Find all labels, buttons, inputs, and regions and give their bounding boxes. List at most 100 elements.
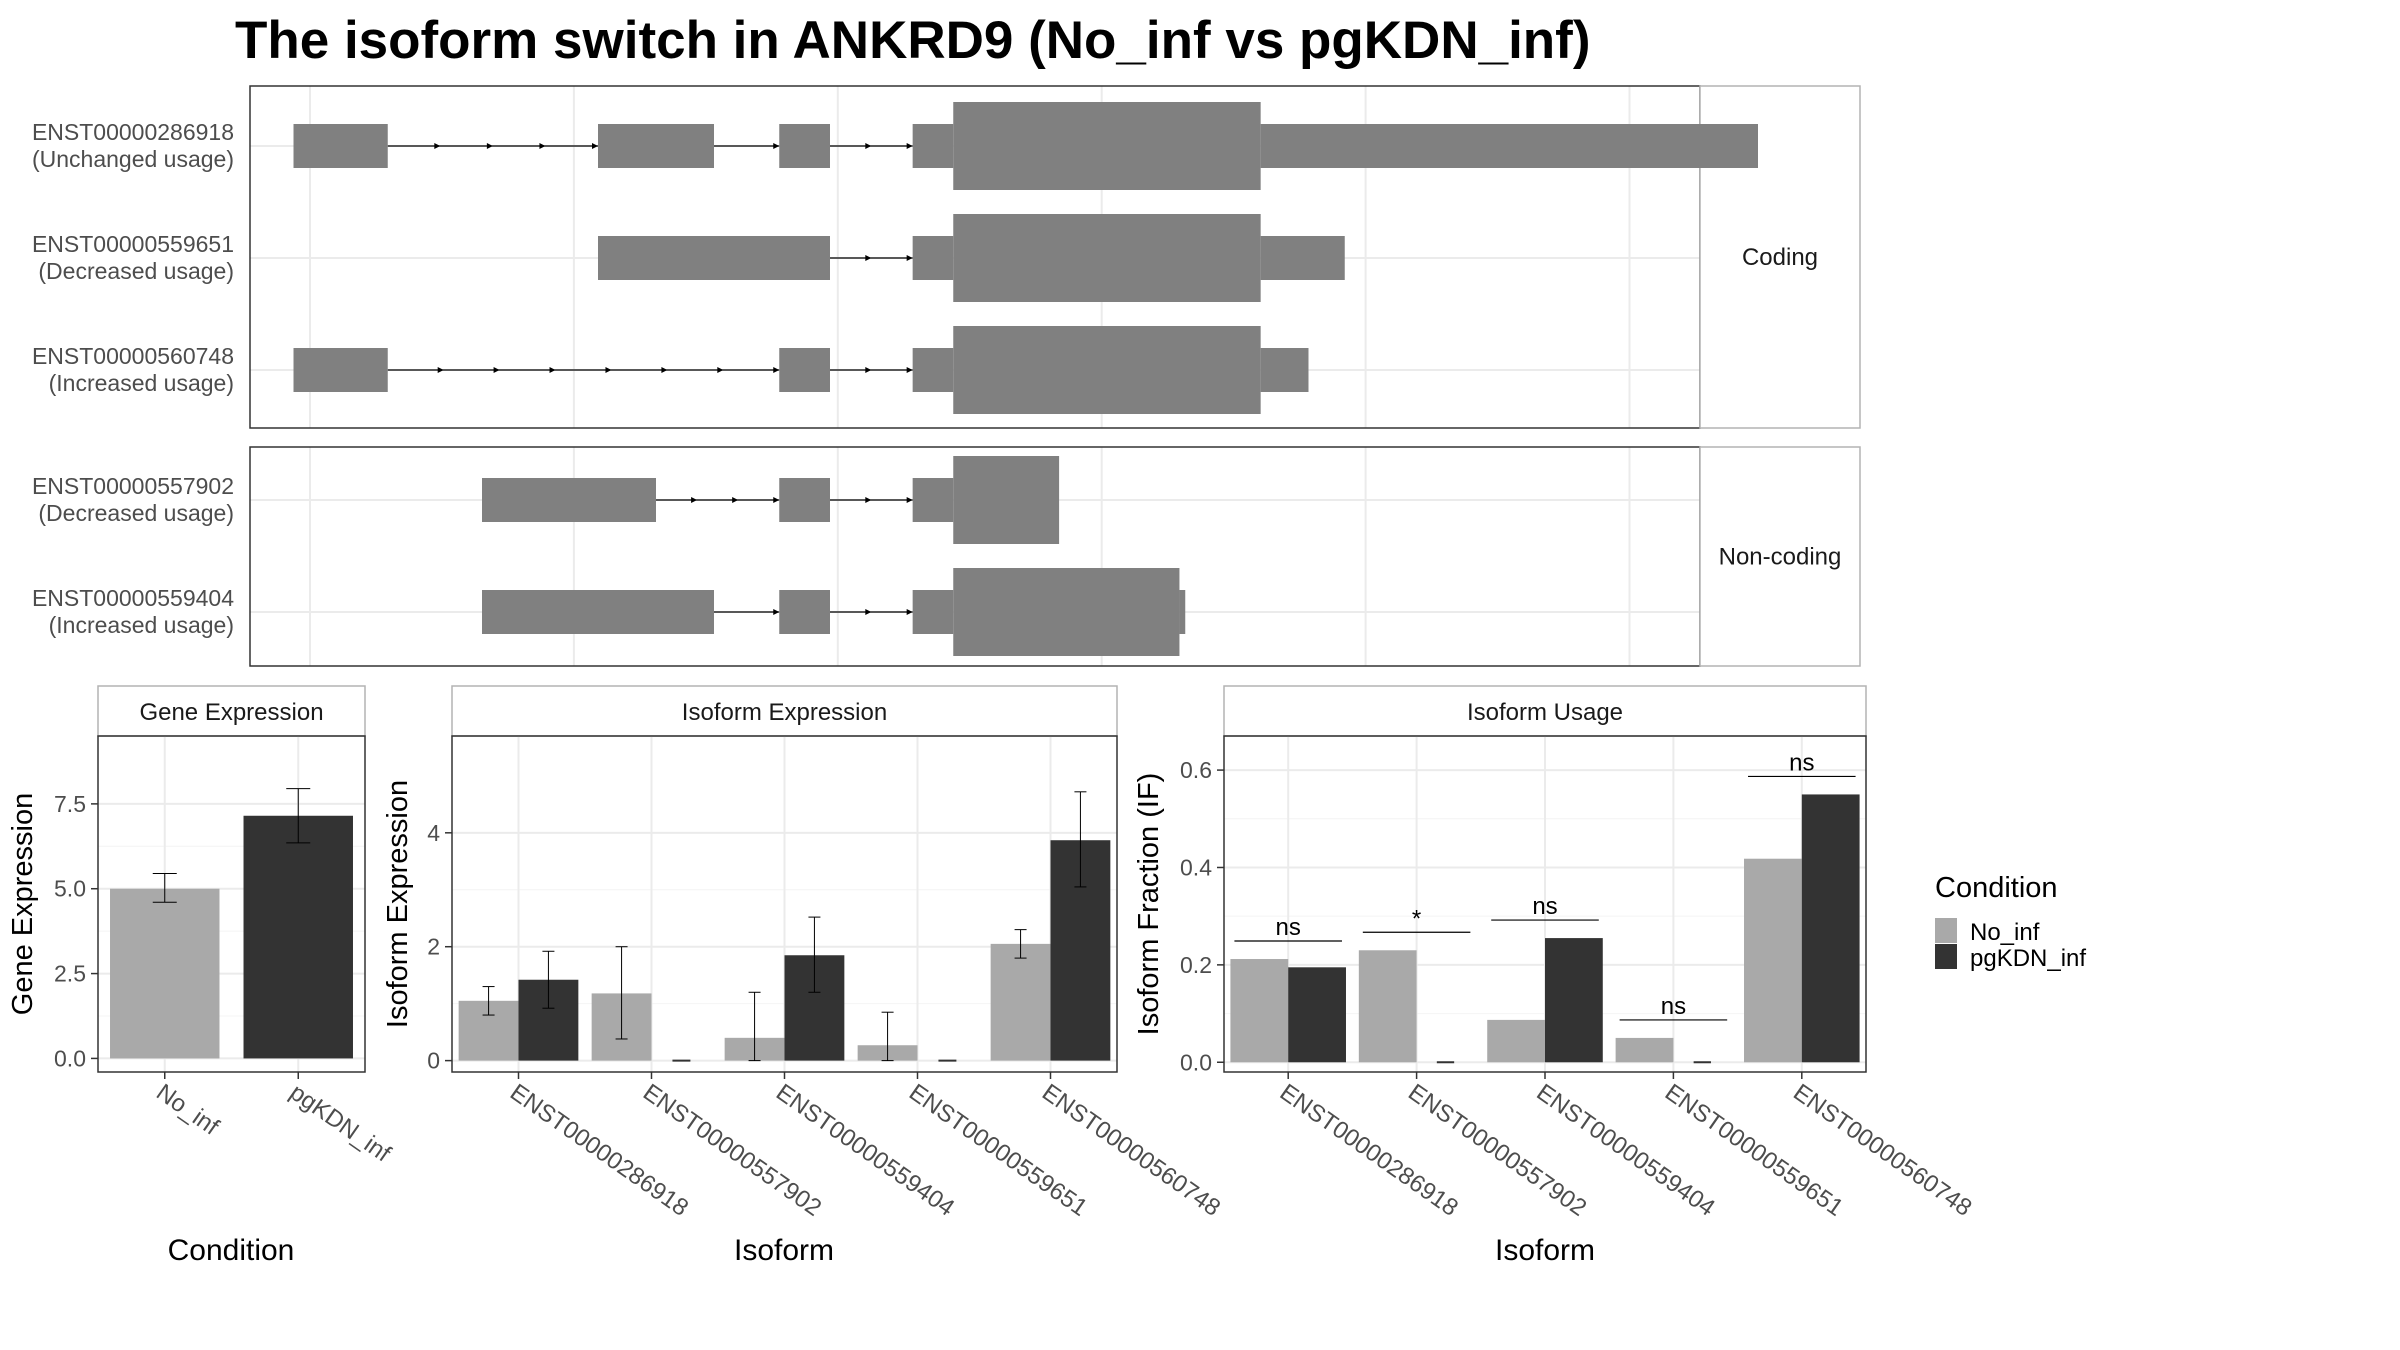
x-axis-title: Isoform xyxy=(1495,1234,1595,1267)
utr-exon xyxy=(912,478,954,522)
intron-arrow xyxy=(865,609,872,615)
intron-arrow xyxy=(691,497,698,503)
utr-exon xyxy=(293,348,388,392)
legend-title: Condition xyxy=(1935,872,2058,904)
bar-pgkdn-inf xyxy=(1801,794,1860,1063)
x-tick-label: No_inf xyxy=(151,1079,224,1141)
isoform-expression-panel: Isoform Expression024ENST00000286918ENST… xyxy=(382,685,1225,1267)
intron-arrow xyxy=(906,367,913,373)
significance-label: * xyxy=(1412,905,1421,932)
intron-arrow xyxy=(865,367,872,373)
panel-strip xyxy=(451,685,1118,737)
utr-exon xyxy=(1260,348,1309,392)
coding-exon xyxy=(953,214,1261,302)
y-tick-label: 2.5 xyxy=(54,961,86,987)
intron-arrow xyxy=(592,143,598,149)
bar-no-inf xyxy=(1744,858,1802,1063)
intron-arrow xyxy=(906,609,913,615)
y-tick-label: 0.6 xyxy=(1180,757,1212,783)
transcript-id-label: ENST00000286918 xyxy=(32,119,234,145)
utr-exon xyxy=(912,236,954,280)
intron-arrow xyxy=(906,497,913,503)
y-tick-label: 0.4 xyxy=(1180,854,1212,880)
utr-exon xyxy=(779,478,830,522)
intron-arrow xyxy=(539,143,546,149)
y-tick-label: 7.5 xyxy=(54,791,86,817)
transcript-id-label: ENST00000559404 xyxy=(32,585,234,611)
intron-arrow xyxy=(865,255,872,261)
panel-border xyxy=(97,735,366,1073)
intron-arrow xyxy=(773,609,780,615)
transcript-structure-coding-panel: Coding ENST00000286918(Unchanged usage) EN… xyxy=(32,85,1861,429)
transcript-usage-label: (Increased usage) xyxy=(49,370,234,396)
coding-exon xyxy=(953,102,1261,190)
legend-label-no-inf: No_inf xyxy=(1970,919,2040,946)
transcript-id-label: ENST00000559651 xyxy=(32,231,234,257)
utr-exon xyxy=(482,478,656,522)
intron-arrow xyxy=(486,143,493,149)
utr-exon xyxy=(912,590,954,634)
intron-arrow xyxy=(732,497,739,503)
y-axis-title: Gene Expression xyxy=(7,793,39,1015)
y-tick-label: 0.0 xyxy=(54,1045,86,1071)
transcript-usage-label: (Increased usage) xyxy=(49,612,234,638)
bar-pgkdn-inf xyxy=(1288,967,1346,1063)
x-tick-label: pgKDN_inf xyxy=(285,1079,396,1168)
utr-exon xyxy=(912,124,954,168)
intron-arrow xyxy=(493,367,500,373)
intron-arrow xyxy=(773,367,780,373)
bar-no-inf xyxy=(1615,1037,1674,1063)
condition-legend: Condition No_inf pgKDN_inf xyxy=(1935,872,2086,972)
y-tick-label: 0.0 xyxy=(1180,1049,1212,1075)
facet-strip xyxy=(1699,446,1861,667)
intron-arrow xyxy=(437,367,444,373)
panel-strip-label: Isoform Usage xyxy=(1467,699,1623,726)
utr-exon xyxy=(598,124,714,168)
y-tick-label: 5.0 xyxy=(54,876,86,902)
coding-exon xyxy=(953,326,1261,414)
transcript-id-label: ENST00000560748 xyxy=(32,343,234,369)
transcript-usage-label: (Unchanged usage) xyxy=(32,146,234,172)
intron-arrow xyxy=(717,367,724,373)
intron-arrow xyxy=(773,143,780,149)
significance-label: ns xyxy=(1789,749,1814,776)
legend-swatch-no-inf xyxy=(1935,918,1957,943)
utr-exon xyxy=(1260,124,1758,168)
gene-expression-panel: Gene Expression 0.0 2.5 5.0 7.5 No_inf pgKDN_i… xyxy=(7,685,396,1267)
utr-exon xyxy=(912,348,954,392)
significance-label: ns xyxy=(1532,893,1557,920)
bar-no-inf xyxy=(990,943,1051,1061)
y-axis-title: Isoform Fraction (IF) xyxy=(1133,773,1165,1036)
intron-arrow xyxy=(549,367,556,373)
bar-pgkdn-inf xyxy=(1545,938,1603,1063)
x-axis-title: Condition xyxy=(168,1234,295,1267)
bar-pgkdn-inf xyxy=(243,815,353,1059)
utr-exon xyxy=(779,590,830,634)
utr-exon xyxy=(482,590,714,634)
bar-no-inf xyxy=(1230,959,1289,1063)
y-tick-label: 2 xyxy=(427,934,440,960)
intron-arrow xyxy=(906,143,913,149)
y-axis-title: Isoform Expression xyxy=(382,780,414,1028)
transcript-usage-label: (Decreased usage) xyxy=(38,500,234,526)
intron-arrow xyxy=(865,143,872,149)
panel-strip-label: Gene Expression xyxy=(139,699,323,726)
transcript-usage-label: (Decreased usage) xyxy=(38,258,234,284)
intron-arrow xyxy=(605,367,612,373)
figure-title: The isoform switch in ANKRD9 (No_inf vs … xyxy=(235,11,1591,70)
utr-exon xyxy=(1260,236,1345,280)
panel-strip-label: Isoform Expression xyxy=(682,699,887,726)
utr-exon xyxy=(779,124,830,168)
intron-arrow xyxy=(661,367,668,373)
utr-exon xyxy=(598,236,830,280)
intron-arrow xyxy=(865,497,872,503)
transcript-structure-noncoding-panel: Non-coding ENST00000557902(Decreased usag… xyxy=(32,446,1861,667)
utr-exon xyxy=(293,124,388,168)
coding-exon xyxy=(953,568,1180,656)
significance-label: ns xyxy=(1661,993,1686,1020)
coding-exon xyxy=(953,456,1060,544)
bar-no-inf xyxy=(1487,1019,1545,1063)
intron-arrow xyxy=(773,497,780,503)
utr-exon xyxy=(779,348,830,392)
